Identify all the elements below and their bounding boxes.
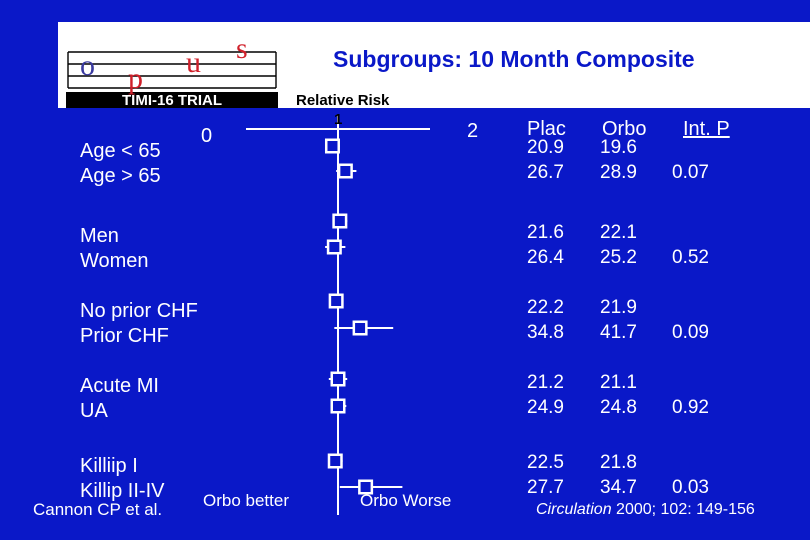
axis-label: Relative Risk	[296, 92, 390, 109]
rr-marker	[333, 374, 343, 384]
orbo-better-label: Orbo better	[203, 491, 289, 510]
citation-ref: 2000; 102: 149-156	[611, 501, 755, 518]
rr-marker	[355, 323, 366, 333]
subgroup-label: Killip II-IV	[80, 480, 165, 502]
rr-marker	[334, 216, 345, 226]
chart-title: Subgroups: 10 Month Composite	[333, 46, 695, 72]
author-credit: Cannon CP et al.	[33, 500, 163, 519]
column-header-orbo: Orbo	[602, 118, 647, 140]
orbo-value: 21.9	[600, 297, 637, 318]
subgroup-label: Women	[80, 250, 149, 272]
subgroup-label: Prior CHF	[80, 325, 169, 347]
orbo-worse-label: Orbo Worse	[360, 491, 452, 510]
orbo-value: 21.8	[600, 452, 637, 473]
svg-text:u: u	[186, 46, 201, 79]
plac-value: 24.9	[527, 397, 564, 418]
plac-value: 21.2	[527, 372, 564, 393]
plac-value: 21.6	[527, 222, 564, 243]
interaction-p-value: 0.09	[672, 322, 709, 343]
orbo-value: 25.2	[600, 247, 637, 268]
subgroup-label: Killiip I	[80, 455, 138, 477]
svg-text:s: s	[236, 32, 248, 65]
rr-marker	[329, 242, 340, 252]
interaction-p-value: 0.03	[672, 477, 709, 498]
orbo-value: 22.1	[600, 222, 637, 243]
rr-marker	[330, 456, 341, 466]
citation-journal: Circulation	[536, 501, 612, 518]
svg-text:p: p	[128, 62, 143, 95]
column-header-plac: Plac	[527, 118, 566, 140]
orbo-value: 34.7	[600, 477, 637, 498]
interaction-p-value: 0.07	[672, 162, 709, 183]
orbo-value: 24.8	[600, 397, 637, 418]
citation: Circulation 2000; 102: 149-156	[536, 501, 755, 519]
rr-marker	[333, 401, 343, 411]
logo-trial-text: TIMI-16 TRIAL	[122, 92, 222, 108]
rr-marker	[340, 166, 351, 176]
plac-value: 22.2	[527, 297, 564, 318]
orbo-value: 19.6	[600, 137, 637, 158]
plac-value: 27.7	[527, 477, 564, 498]
subgroup-label: Acute MI	[80, 375, 159, 397]
svg-text:o: o	[80, 49, 95, 82]
rr-marker	[331, 296, 342, 306]
rr-marker	[327, 141, 338, 151]
plac-value: 34.8	[527, 322, 564, 343]
plac-value: 26.4	[527, 247, 564, 268]
subgroup-label: Age > 65	[80, 165, 161, 187]
subgroup-label: Men	[80, 225, 119, 247]
plac-value: 26.7	[527, 162, 564, 183]
column-header-int-p: Int. P	[683, 118, 730, 140]
interaction-p-value: 0.92	[672, 397, 709, 418]
tick-label-mid: 1	[334, 111, 342, 128]
subgroup-label: UA	[80, 400, 108, 422]
orbo-value: 41.7	[600, 322, 637, 343]
tick-label-high: 2	[467, 120, 479, 142]
interaction-p-value: 0.52	[672, 247, 709, 268]
plac-value: 20.9	[527, 137, 564, 158]
subgroup-label: No prior CHF	[80, 300, 198, 322]
plac-value: 22.5	[527, 452, 564, 473]
orbo-value: 28.9	[600, 162, 637, 183]
rr-marker	[360, 482, 371, 492]
tick-label-low: 0	[201, 125, 213, 147]
subgroup-label: Age < 65	[80, 140, 161, 162]
orbo-value: 21.1	[600, 372, 637, 393]
